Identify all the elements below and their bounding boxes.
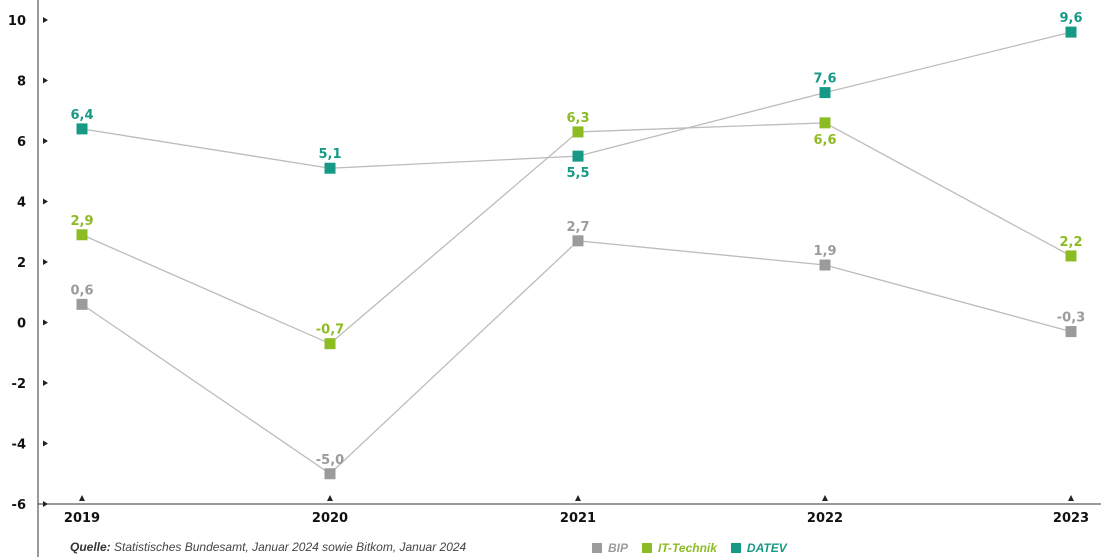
y-tick-label: 0 [17, 317, 26, 332]
data-point-bip [76, 298, 88, 310]
y-tick-label: 6 [17, 135, 26, 150]
data-point-datev [819, 87, 831, 99]
x-tick-marker [575, 495, 581, 501]
x-tick-marker [822, 495, 828, 501]
data-label-it-technik: 6,3 [566, 111, 589, 126]
data-label-datev: 7,6 [813, 72, 836, 87]
y-tick-marker [43, 138, 48, 144]
legend-item-it-technik: IT-Technik [642, 541, 717, 555]
y-tick-marker [43, 198, 48, 205]
data-label-it-technik: -0,7 [316, 323, 344, 338]
data-label-bip: 0,6 [70, 283, 93, 298]
x-tick-marker [327, 495, 333, 501]
data-label-bip: -0,3 [1057, 311, 1085, 326]
data-label-datev: 5,1 [318, 147, 341, 162]
data-label-it-technik: 2,9 [70, 214, 93, 229]
data-point-it-technik [76, 229, 88, 241]
data-point-it-technik [1065, 250, 1077, 262]
x-tick-label: 2020 [312, 511, 348, 526]
x-tick-label: 2019 [64, 511, 100, 526]
data-point-it-technik [572, 126, 584, 138]
data-point-datev [572, 150, 584, 162]
data-point-bip [572, 235, 584, 247]
y-tick-label: -6 [12, 498, 26, 513]
y-tick-label: -4 [12, 438, 26, 453]
y-tick-marker [43, 319, 48, 326]
data-label-it-technik: 6,6 [813, 133, 836, 148]
data-point-bip [324, 468, 336, 480]
y-tick-label: 8 [17, 75, 26, 90]
source-text: Statistisches Bundesamt, Januar 2024 sow… [110, 540, 467, 554]
y-tick-label: 4 [17, 196, 26, 211]
y-tick-marker [43, 380, 48, 386]
legend-label-bip: BIP [608, 541, 629, 555]
legend-item-datev: DATEV [730, 541, 787, 555]
x-tick-label: 2022 [807, 511, 843, 526]
data-point-bip [1065, 326, 1077, 338]
y-tick-marker [43, 77, 48, 84]
x-tick-label: 2023 [1053, 511, 1089, 526]
legend-swatch-it-technik [642, 543, 653, 553]
legend-label-it-technik: IT-Technik [658, 541, 717, 555]
x-tick-marker [1068, 495, 1074, 501]
data-label-datev: 5,5 [566, 166, 589, 181]
legend: BIP IT-Technik DATEV [592, 541, 787, 555]
legend-label-datev: DATEV [746, 541, 787, 555]
data-point-datev [324, 162, 336, 174]
data-point-it-technik [324, 338, 336, 350]
data-point-datev [76, 123, 88, 135]
y-tick-label: -2 [12, 377, 26, 392]
x-tick-label: 2021 [560, 511, 596, 526]
data-point-bip [819, 259, 831, 271]
data-label-bip: -5,0 [316, 453, 344, 468]
y-tick-label: 2 [17, 256, 26, 271]
y-tick-label: 10 [8, 14, 26, 29]
data-label-datev: 9,6 [1059, 11, 1082, 26]
data-point-datev [1065, 26, 1077, 38]
source-prefix: Quelle: [70, 540, 111, 554]
y-tick-marker [43, 440, 48, 447]
legend-swatch-bip [592, 543, 602, 553]
y-tick-marker [43, 259, 48, 265]
data-label-bip: 2,7 [566, 220, 589, 235]
data-label-it-technik: 2,2 [1059, 235, 1082, 250]
y-tick-marker [43, 17, 48, 23]
y-tick-marker [43, 501, 48, 507]
data-label-bip: 1,9 [813, 244, 836, 259]
data-label-datev: 6,4 [70, 108, 93, 123]
series-line-bip [81, 240, 1072, 475]
legend-swatch-datev [730, 543, 741, 553]
x-tick-marker [79, 495, 85, 501]
series-line-datev [81, 31, 1072, 169]
legend-item-bip: BIP [592, 541, 628, 555]
data-point-it-technik [819, 117, 831, 129]
source-note: Quelle: Statistisches Bundesamt, Januar … [70, 540, 466, 554]
